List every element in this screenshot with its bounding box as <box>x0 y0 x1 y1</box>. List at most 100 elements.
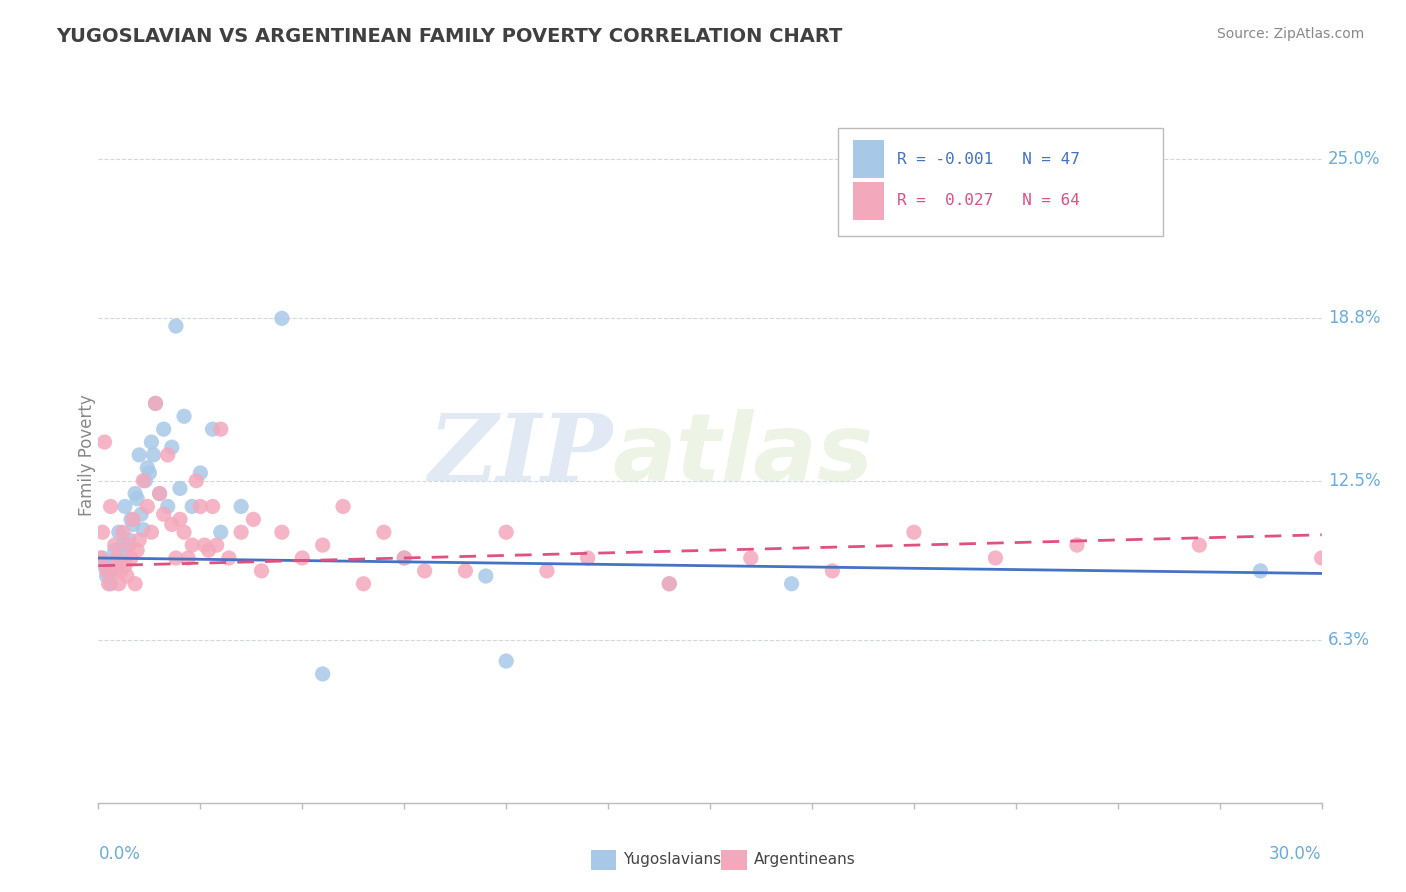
Point <box>115 549 138 563</box>
Point <box>128 448 150 462</box>
Text: 0.0%: 0.0% <box>98 845 141 863</box>
Point <box>96 569 118 583</box>
Text: YUGOSLAVIAN VS ARGENTINEAN FAMILY POVERTY CORRELATION CHART: YUGOSLAVIAN VS ARGENTINEAN FAMILY POVERT… <box>56 27 842 45</box>
Point <box>114 558 136 573</box>
Point <box>270 311 294 326</box>
Point <box>218 551 240 566</box>
Point <box>138 466 160 480</box>
Point <box>105 551 128 566</box>
Point <box>156 500 179 514</box>
Point <box>136 500 159 514</box>
Point <box>104 538 127 552</box>
Point <box>780 576 803 591</box>
Point <box>141 435 163 450</box>
Point <box>93 558 115 573</box>
Text: 6.3%: 6.3% <box>1327 632 1369 649</box>
Point <box>118 533 141 547</box>
Point <box>197 543 219 558</box>
Point <box>181 500 204 514</box>
Point <box>160 440 183 454</box>
Point <box>141 525 163 540</box>
Point <box>903 525 925 540</box>
Point <box>145 396 167 410</box>
Text: 30.0%: 30.0% <box>1270 845 1322 863</box>
Point <box>231 500 253 514</box>
Point <box>93 435 115 450</box>
Point <box>120 512 142 526</box>
Point <box>132 474 155 488</box>
Point <box>152 507 174 521</box>
Point <box>658 576 681 591</box>
Point <box>152 422 174 436</box>
Point <box>209 525 232 540</box>
Point <box>536 564 558 578</box>
Point <box>114 500 136 514</box>
Bar <box>853 140 884 178</box>
Point <box>1066 538 1088 552</box>
Text: R =  0.027   N = 64: R = 0.027 N = 64 <box>897 194 1080 209</box>
Point <box>165 319 187 334</box>
Point <box>122 517 145 532</box>
Point <box>392 551 416 566</box>
Point <box>352 576 374 591</box>
Point <box>576 551 599 566</box>
Point <box>127 543 149 558</box>
Point <box>110 564 132 578</box>
Point <box>373 525 395 540</box>
Point <box>115 569 138 583</box>
Point <box>118 538 141 552</box>
Text: Source: ZipAtlas.com: Source: ZipAtlas.com <box>1216 27 1364 41</box>
Point <box>1310 551 1333 566</box>
Point <box>91 525 114 540</box>
Point <box>205 538 228 552</box>
Point <box>149 486 172 500</box>
Point <box>160 517 183 532</box>
Point <box>136 460 159 475</box>
Point <box>149 486 172 500</box>
Point <box>984 551 1007 566</box>
Point <box>111 538 134 552</box>
Point <box>156 448 179 462</box>
Point <box>165 551 187 566</box>
Point <box>169 512 191 526</box>
Point <box>124 486 146 500</box>
Text: 18.8%: 18.8% <box>1327 310 1381 327</box>
Point <box>250 564 273 578</box>
Point <box>173 409 195 424</box>
Point <box>291 551 314 566</box>
Point <box>111 525 134 540</box>
Point <box>91 551 114 566</box>
Point <box>97 576 120 591</box>
Point <box>312 538 335 552</box>
Point <box>105 561 128 575</box>
Point <box>186 474 208 488</box>
Point <box>658 576 681 591</box>
Point <box>177 551 200 566</box>
Point <box>96 564 118 578</box>
Point <box>270 525 294 540</box>
Text: ZIP: ZIP <box>427 410 612 500</box>
Point <box>495 525 517 540</box>
Point <box>242 512 264 526</box>
Point <box>413 564 436 578</box>
Point <box>97 564 120 578</box>
Point <box>142 448 165 462</box>
Point <box>209 422 232 436</box>
Point <box>104 543 127 558</box>
Point <box>169 482 191 496</box>
Point <box>134 474 156 488</box>
Point <box>145 396 167 410</box>
Point <box>120 551 142 566</box>
Text: Argentineans: Argentineans <box>754 853 855 867</box>
Point <box>312 667 335 681</box>
Y-axis label: Family Poverty: Family Poverty <box>79 394 96 516</box>
Point <box>1188 538 1211 552</box>
Bar <box>853 182 884 220</box>
Point <box>193 538 215 552</box>
Point <box>740 551 762 566</box>
Point <box>454 564 477 578</box>
Text: R = -0.001   N = 47: R = -0.001 N = 47 <box>897 152 1080 167</box>
Point <box>108 576 131 591</box>
Point <box>332 500 354 514</box>
FancyBboxPatch shape <box>838 128 1163 235</box>
